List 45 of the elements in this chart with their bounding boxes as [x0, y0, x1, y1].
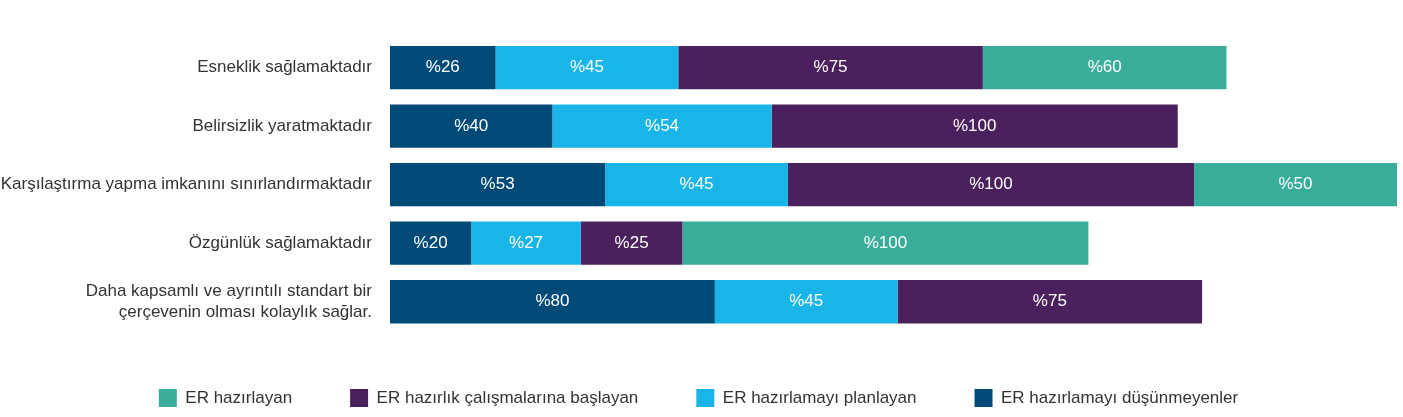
data-label: %45: [789, 291, 824, 311]
y-tick-label: Özgünlük sağlamaktadır: [188, 232, 373, 252]
y-tick-label: Daha kapsamlı ve ayrıntılı standart bir çerçevenin olması kolaylık sağlar.: [85, 281, 373, 321]
bar: [982, 46, 1227, 90]
bar: [552, 104, 772, 148]
data-label: %100: [863, 232, 908, 252]
bar: [471, 221, 581, 265]
bar: [390, 221, 472, 265]
legend-label: ER hazırlayan: [185, 387, 293, 407]
legend-label: ER hazırlık çalışmalarına başlayan: [376, 387, 639, 407]
bar: [495, 46, 679, 90]
bar: [714, 280, 898, 324]
bar: [678, 46, 983, 90]
bar: [605, 163, 788, 207]
y-tick-label: Belirsizlik yaratmaktadır: [192, 115, 373, 135]
bar: [390, 280, 715, 324]
y-tick-label: Karşılaştırma yapma imkanını sınırlandırmaktadır: [0, 174, 373, 194]
data-label: %40: [454, 115, 489, 135]
data-label: %100: [969, 174, 1013, 194]
data-label: %45: [679, 174, 714, 194]
bar: [390, 163, 606, 207]
bar: [390, 46, 496, 90]
data-label: %75: [1032, 291, 1067, 311]
bar: [1193, 163, 1397, 207]
data-label: %27: [509, 232, 544, 252]
data-label: %25: [614, 232, 649, 252]
data-label: %45: [569, 57, 604, 77]
data-label: %75: [813, 57, 848, 77]
data-label: %26: [425, 57, 460, 77]
data-label: %100: [952, 115, 997, 135]
bar: [771, 104, 1178, 148]
data-label: %54: [645, 115, 680, 135]
data-label: %50: [1278, 174, 1313, 194]
y-tick-label: Esneklik sağlamaktadır: [197, 57, 373, 77]
bar: [787, 163, 1194, 207]
data-label: %53: [480, 174, 515, 194]
legend-label: ER hazırlamayı düşünmeyenler: [1001, 387, 1239, 407]
legend-label: ER hazırlamayı planlayan: [722, 387, 917, 407]
data-label: %20: [413, 232, 448, 252]
data-label: %80: [535, 291, 570, 311]
bar: [897, 280, 1203, 324]
data-label: %60: [1087, 57, 1122, 77]
bar: [682, 221, 1089, 265]
bar: [580, 221, 683, 265]
bar: [390, 104, 553, 148]
